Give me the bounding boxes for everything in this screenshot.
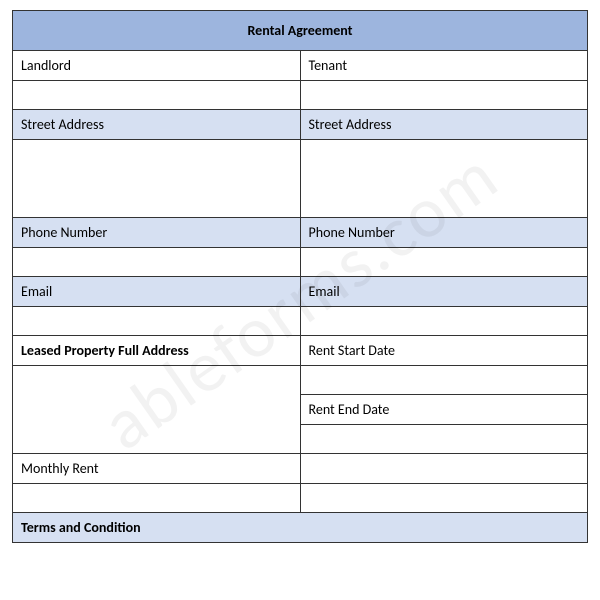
- rental-agreement-form: Rental Agreement Landlord Tenant Street …: [12, 10, 588, 543]
- tenant-phone-field[interactable]: [300, 248, 588, 277]
- landlord-phone-label: Phone Number: [13, 218, 301, 248]
- tenant-address-field[interactable]: [300, 140, 588, 218]
- tenant-phone-label: Phone Number: [300, 218, 588, 248]
- rent-start-field[interactable]: [300, 366, 588, 395]
- tenant-email-label: Email: [300, 277, 588, 307]
- landlord-address-field[interactable]: [13, 140, 301, 218]
- terms-label: Terms and Condition: [13, 513, 588, 543]
- landlord-name-field[interactable]: [13, 81, 301, 110]
- leased-property-label: Leased Property Full Address: [13, 336, 301, 366]
- landlord-phone-field[interactable]: [13, 248, 301, 277]
- monthly-rent-field[interactable]: [13, 484, 301, 513]
- monthly-rent-label: Monthly Rent: [13, 454, 301, 484]
- tenant-name-field[interactable]: [300, 81, 588, 110]
- monthly-rent-right-blank[interactable]: [300, 484, 588, 513]
- landlord-email-field[interactable]: [13, 307, 301, 336]
- tenant-label: Tenant: [300, 51, 588, 81]
- rent-start-label: Rent Start Date: [300, 336, 588, 366]
- rent-end-field[interactable]: [300, 425, 588, 454]
- tenant-email-field[interactable]: [300, 307, 588, 336]
- leased-property-field[interactable]: [13, 366, 301, 454]
- landlord-address-label: Street Address: [13, 110, 301, 140]
- tenant-address-label: Street Address: [300, 110, 588, 140]
- form-title: Rental Agreement: [13, 11, 588, 51]
- monthly-rent-right-field[interactable]: [300, 454, 588, 484]
- landlord-email-label: Email: [13, 277, 301, 307]
- rent-end-label: Rent End Date: [300, 395, 588, 425]
- landlord-label: Landlord: [13, 51, 301, 81]
